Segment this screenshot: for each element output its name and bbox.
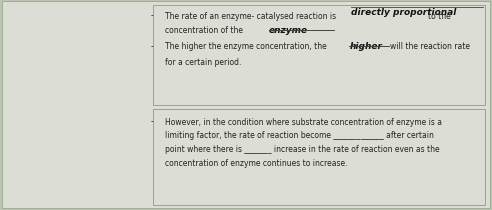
Text: will the reaction rate: will the reaction rate bbox=[390, 42, 470, 51]
Y-axis label: Reaction rate: Reaction rate bbox=[5, 143, 10, 176]
Text: The rate of an enzyme- catalysed reaction is: The rate of an enzyme- catalysed reactio… bbox=[165, 12, 338, 21]
Text: -: - bbox=[151, 42, 154, 51]
Text: The higher the enzyme concentration, the: The higher the enzyme concentration, the bbox=[165, 42, 329, 51]
Y-axis label: Reaction rate: Reaction rate bbox=[5, 45, 10, 77]
Text: concentration of the: concentration of the bbox=[165, 26, 245, 35]
X-axis label: Enzyme concentration: Enzyme concentration bbox=[51, 107, 106, 112]
Text: point where there is _______ increase in the rate of reaction even as the: point where there is _______ increase in… bbox=[165, 145, 439, 154]
Text: limiting factor, the rate of reaction become _____________ after certain: limiting factor, the rate of reaction be… bbox=[165, 131, 433, 140]
Text: for a certain period.: for a certain period. bbox=[165, 58, 241, 67]
Text: directly proportional: directly proportional bbox=[351, 8, 457, 17]
Text: higher: higher bbox=[349, 42, 382, 51]
Text: -: - bbox=[151, 12, 154, 21]
Text: However, in the condition where substrate concentration of enzyme is a: However, in the condition where substrat… bbox=[165, 118, 442, 127]
X-axis label: Substrate concentration: Substrate concentration bbox=[49, 204, 109, 209]
Text: to the: to the bbox=[428, 12, 451, 21]
Text: enzyme: enzyme bbox=[269, 26, 308, 35]
Text: -: - bbox=[151, 118, 154, 127]
Text: concentration of enzyme continues to increase.: concentration of enzyme continues to inc… bbox=[165, 159, 347, 168]
